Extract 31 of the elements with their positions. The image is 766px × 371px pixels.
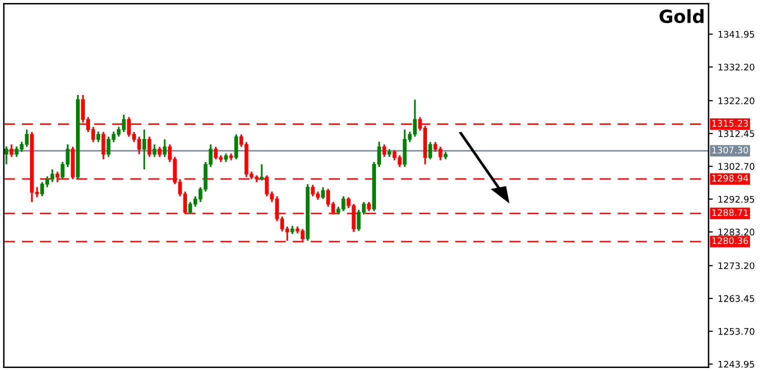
ref-line-label: 1288.71 bbox=[712, 209, 748, 216]
y-tick-label: 1292.95 bbox=[718, 196, 754, 203]
y-tick-label: 1273.20 bbox=[718, 262, 754, 270]
y-tick-label: 1332.20 bbox=[718, 64, 754, 71]
ref-line-label: 1315.23 bbox=[712, 120, 748, 127]
ref-line-label: 1298.94 bbox=[712, 174, 748, 182]
candlestick bbox=[102, 131, 106, 160]
chart-title: Gold bbox=[660, 9, 704, 24]
candlestick bbox=[162, 138, 167, 158]
ref-line-label: 1280.36 bbox=[712, 237, 748, 244]
y-tick-label: 1243.95 bbox=[718, 360, 754, 368]
candlestick bbox=[260, 163, 264, 182]
y-tick-label: 1302.70 bbox=[718, 163, 754, 170]
candlestick bbox=[96, 130, 100, 143]
candlestick bbox=[428, 141, 432, 160]
y-tick-label: 1283.20 bbox=[718, 228, 754, 236]
y-tick-label: 1312.45 bbox=[718, 130, 754, 138]
candlestick bbox=[234, 133, 238, 160]
candlestick bbox=[158, 146, 162, 158]
candlestick bbox=[321, 186, 325, 200]
candlestick bbox=[147, 136, 152, 158]
candlestick bbox=[142, 128, 146, 170]
ref-line-label: 1307.30 bbox=[712, 146, 748, 154]
candlestick bbox=[4, 146, 8, 166]
candlestick bbox=[382, 144, 386, 158]
candlestick bbox=[152, 144, 156, 158]
y-tick-label: 1322.20 bbox=[718, 97, 754, 104]
y-tick-label: 1263.45 bbox=[718, 295, 754, 302]
y-tick-label: 1341.95 bbox=[718, 30, 754, 38]
y-tick-label: 1253.70 bbox=[718, 328, 754, 335]
candlestick bbox=[10, 144, 14, 158]
